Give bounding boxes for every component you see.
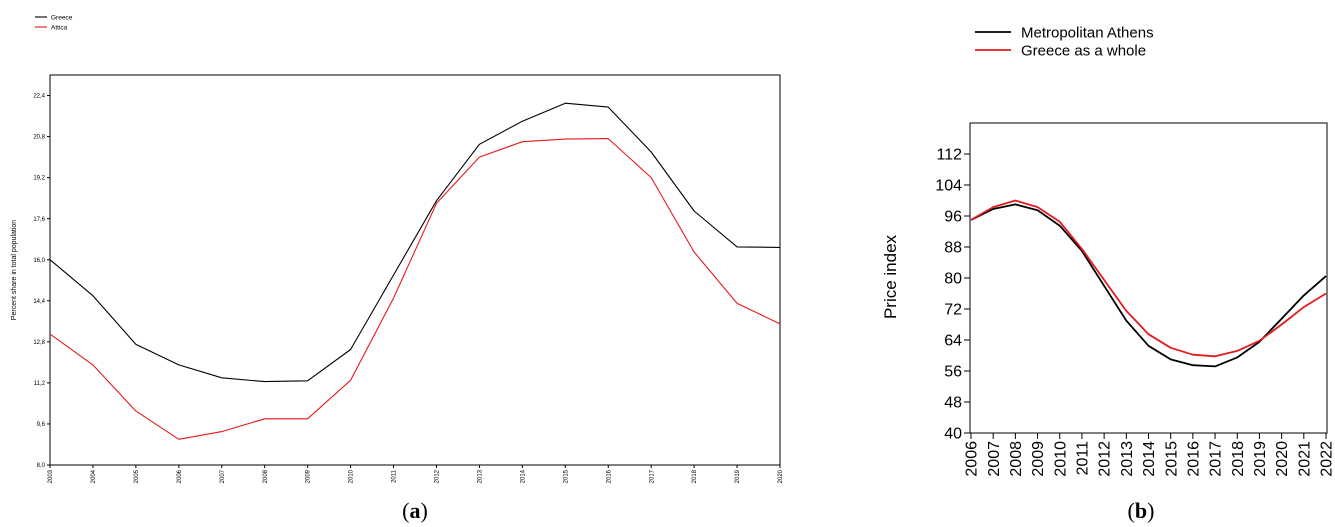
series-line-greece-as-a-whole: [970, 199, 1327, 358]
chart-b-x-axis: 2006 2007 2008 2009 2010 2011 2012 2013 2014 2015…: [964, 433, 1335, 477]
x-tick-label: 2012: [435, 469, 441, 483]
y-tick-label: 88: [944, 240, 962, 257]
series-line-attica: [49, 138, 781, 440]
x-tick-label: 2003: [48, 469, 54, 483]
y-tick-label: 112: [936, 147, 962, 164]
x-tick-label: 2007: [986, 441, 1003, 477]
x-tick-label: 2019: [735, 469, 741, 483]
y-tick-label: 8,0: [37, 463, 46, 469]
x-tick-label: 2004: [91, 469, 97, 483]
x-tick-label: 2015: [563, 469, 569, 483]
chart-b-y-axis: 40 48 56 64 72 80 88 96 104 112: [935, 147, 970, 443]
x-tick-label: 2014: [520, 469, 526, 483]
chart-a: 8,0 9,6 11,2 12,8 14,4 16,0 17,6 19,2 20,8 22,4 2…: [11, 14, 784, 523]
y-tick-label: 16,0: [33, 258, 45, 264]
y-tick-label: 96: [944, 209, 962, 226]
x-tick-label: 2007: [220, 469, 226, 483]
y-tick-label: 56: [944, 364, 962, 381]
x-tick-label: 2009: [1030, 441, 1047, 477]
y-tick-label: 40: [944, 426, 962, 443]
y-tick-label: 80: [944, 271, 962, 288]
x-tick-label: 2017: [1208, 441, 1225, 477]
y-tick-label: 48: [944, 395, 962, 412]
x-tick-label: 2008: [1008, 441, 1025, 477]
x-tick-label: 2006: [964, 441, 981, 477]
x-tick-label: 2022: [1319, 441, 1335, 477]
y-tick-label: 11,2: [34, 381, 46, 387]
chart-a-caption: (a): [402, 498, 428, 523]
x-tick-label: 2014: [1141, 441, 1158, 477]
y-tick-label: 9,6: [37, 422, 46, 428]
x-tick-label: 2018: [692, 469, 698, 483]
y-tick-label: 14,4: [33, 299, 45, 305]
y-tick-label: 12,8: [33, 340, 45, 346]
y-tick-label: 22,4: [33, 94, 45, 100]
y-tick-label: 17,6: [33, 217, 45, 223]
x-tick-label: 2021: [1296, 441, 1313, 477]
legend-label: Metropolitan Athens: [1021, 24, 1154, 41]
x-tick-label: 2010: [1052, 441, 1069, 477]
legend-label: Attica: [51, 24, 68, 31]
x-tick-label: 2008: [263, 469, 269, 483]
chart-b-series: [970, 199, 1327, 368]
chart-a-series: [49, 102, 781, 440]
x-tick-label: 2017: [649, 469, 655, 483]
series-line-metropolitan-athens: [970, 203, 1327, 368]
series-line-greece: [49, 102, 781, 383]
chart-a-plot-frame: [49, 74, 781, 466]
y-tick-label: 19,2: [33, 176, 45, 182]
x-tick-label: 2013: [478, 469, 484, 483]
x-tick-label: 2005: [134, 469, 140, 483]
legend-label: Greece: [51, 14, 73, 21]
chart-b-plot-frame: [969, 122, 1328, 434]
chart-a-x-axis: 2003 2004 2005 2006 2007 2008 2009 2010 2011 2012…: [48, 465, 784, 483]
y-tick-label: 104: [935, 178, 962, 195]
chart-a-y-axis: 8,0 9,6 11,2 12,8 14,4 16,0 17,6 19,2 20,8 22,4: [33, 94, 50, 469]
x-tick-label: 2016: [1185, 441, 1202, 477]
x-tick-label: 2009: [306, 469, 312, 483]
x-tick-label: 2019: [1252, 441, 1269, 477]
x-tick-label: 2010: [349, 469, 355, 483]
x-tick-label: 2016: [606, 469, 612, 483]
x-tick-label: 2013: [1119, 441, 1136, 477]
y-tick-label: 64: [944, 333, 962, 350]
chart-b-caption: (b): [1128, 498, 1155, 523]
x-tick-label: 2011: [1075, 441, 1092, 476]
x-tick-label: 2020: [1274, 441, 1291, 477]
chart-a-legend: Greece Attica: [35, 14, 73, 31]
x-tick-label: 2011: [392, 469, 398, 483]
x-tick-label: 2006: [177, 469, 183, 483]
x-tick-label: 2018: [1230, 441, 1247, 477]
chart-b-y-axis-label: Price index: [881, 234, 900, 319]
chart-a-y-axis-label: Percent share in total population: [11, 220, 18, 321]
x-tick-label: 2012: [1097, 441, 1114, 477]
y-tick-label: 20,8: [33, 135, 45, 141]
x-tick-label: 2015: [1163, 441, 1180, 477]
x-tick-label: 2020: [778, 469, 784, 483]
legend-label: Greece as a whole: [1021, 42, 1146, 59]
y-tick-label: 72: [944, 302, 962, 319]
